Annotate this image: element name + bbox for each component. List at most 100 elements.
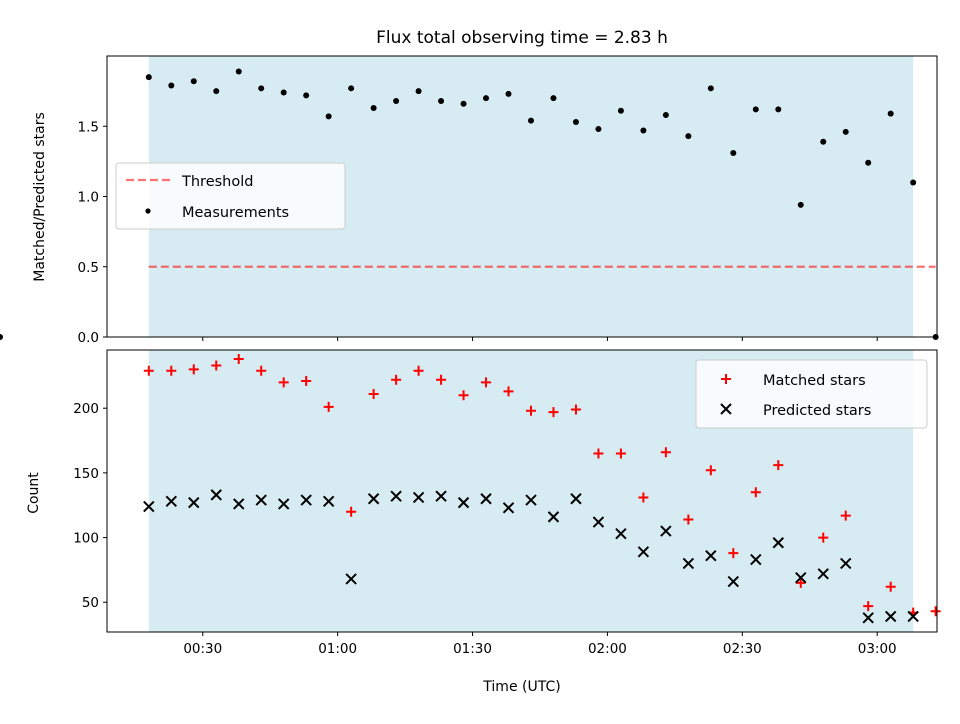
measurement-point <box>190 78 197 85</box>
measurement-point <box>483 95 490 102</box>
predicted-star-point <box>862 612 874 624</box>
measurement-point <box>235 68 242 75</box>
bottom-y-tick-label: 150 <box>73 466 99 482</box>
top-y-tick-label: 1.5 <box>78 119 99 135</box>
legend-predicted-swatch <box>720 403 732 415</box>
x-tick-label: 00:30 <box>183 641 222 657</box>
matched-star-point <box>818 532 829 543</box>
predicted-star-point <box>233 498 245 510</box>
matched-star-point <box>570 404 581 415</box>
measurement-point <box>527 117 534 124</box>
matched-star-point <box>323 401 334 412</box>
measurement-point <box>752 106 759 113</box>
predicted-star-point <box>435 490 447 502</box>
measurement-point <box>910 179 917 186</box>
matched-star-point <box>301 376 312 387</box>
predicted-star-point <box>795 571 807 584</box>
matched-star-point <box>143 365 154 376</box>
matched-star-point <box>840 510 851 521</box>
predicted-star-point <box>390 490 402 502</box>
bottom-y-tick-label: 100 <box>73 531 99 547</box>
predicted-star-point <box>480 493 492 505</box>
bottom-legend: Matched stars Predicted stars <box>695 359 928 429</box>
predicted-star-point <box>547 511 560 523</box>
measurement-point <box>842 128 849 135</box>
legend-measurements-swatch <box>145 208 151 214</box>
matched-star-point <box>436 374 447 385</box>
legend-threshold-label: Threshold <box>181 174 253 190</box>
matched-star-point <box>368 388 379 399</box>
matched-star-point <box>391 374 402 385</box>
matched-star-point <box>885 581 896 592</box>
legend-matched-label: Matched stars <box>763 373 866 389</box>
measurement-point <box>887 110 894 117</box>
predicted-star-point <box>682 557 695 570</box>
x-tick-label: 01:00 <box>318 641 357 657</box>
predicted-star-point <box>322 495 335 508</box>
predicted-star-point <box>772 537 784 549</box>
x-tick-label: 03:00 <box>858 641 897 657</box>
predicted-star-point <box>143 500 155 513</box>
predicted-star-point <box>188 496 200 509</box>
measurement-point <box>505 90 512 97</box>
chart-title: Flux total observing time = 2.83 h <box>376 28 668 48</box>
measurement-point <box>775 106 782 113</box>
top-legend: Threshold Measurements <box>115 162 346 230</box>
predicted-star-point <box>210 489 222 501</box>
matched-star-point <box>503 386 514 397</box>
predicted-star-point <box>615 527 627 540</box>
measurement-point <box>280 89 287 96</box>
bottom-legend-box <box>695 359 928 429</box>
measurement-point <box>370 104 377 111</box>
matched-star-point <box>256 365 267 376</box>
predicted-star-point <box>817 568 829 580</box>
matched-star-point <box>481 377 492 388</box>
matched-star-point <box>638 492 649 503</box>
predicted-star-point <box>300 494 312 506</box>
measurement-point <box>393 97 400 104</box>
matched-star-point <box>593 448 604 459</box>
legend-predicted-label: Predicted stars <box>763 403 871 419</box>
measurement-point <box>707 85 714 92</box>
top-y-tick-label: 0.0 <box>78 330 99 346</box>
legend-matched-swatch <box>721 374 731 384</box>
bottom-y-tick-label: 50 <box>82 595 99 611</box>
matched-star-point <box>211 360 222 371</box>
measurement-point <box>572 119 579 126</box>
predicted-star-point <box>660 525 672 537</box>
measurement-point <box>258 85 265 92</box>
predicted-star-point <box>502 502 515 514</box>
measurement-point <box>820 138 827 145</box>
matched-star-point <box>166 365 177 376</box>
predicted-star-point <box>907 610 919 623</box>
predicted-star-point <box>637 546 650 558</box>
predicted-star-point <box>457 496 470 509</box>
predicted-star-point <box>255 494 267 506</box>
measurement-point <box>168 82 175 89</box>
matched-star-point <box>233 354 244 365</box>
matched-star-point <box>458 390 469 401</box>
bottom-y-tick-label: 200 <box>73 401 99 417</box>
predicted-star-point <box>570 493 582 505</box>
bottom-panel: 50 100 150 200 00:30 01:00 01:30 02:00 02:30 03:0… <box>73 350 941 657</box>
matched-star-point <box>615 448 626 459</box>
predicted-star-point <box>705 549 717 562</box>
top-y-axis-label: Matched/Predicted stars <box>32 112 48 282</box>
matched-star-point <box>705 465 716 476</box>
matched-star-point <box>278 377 289 388</box>
matched-star-point <box>795 577 806 588</box>
measurement-point <box>438 97 445 104</box>
measurement-point <box>550 95 557 102</box>
predicted-star-point <box>345 573 357 585</box>
predicted-star-point <box>592 516 605 528</box>
measurement-point <box>685 133 692 140</box>
matched-star-point <box>750 487 761 498</box>
predicted-star-point <box>165 495 178 508</box>
matched-star-point <box>525 405 536 416</box>
top-y-tick-label: 0.5 <box>78 260 99 276</box>
measurement-point <box>640 127 647 134</box>
x-tick-label: 02:00 <box>588 641 627 657</box>
predicted-star-point <box>750 553 762 566</box>
measurement-point <box>415 88 422 95</box>
predicted-star-point <box>840 557 852 570</box>
